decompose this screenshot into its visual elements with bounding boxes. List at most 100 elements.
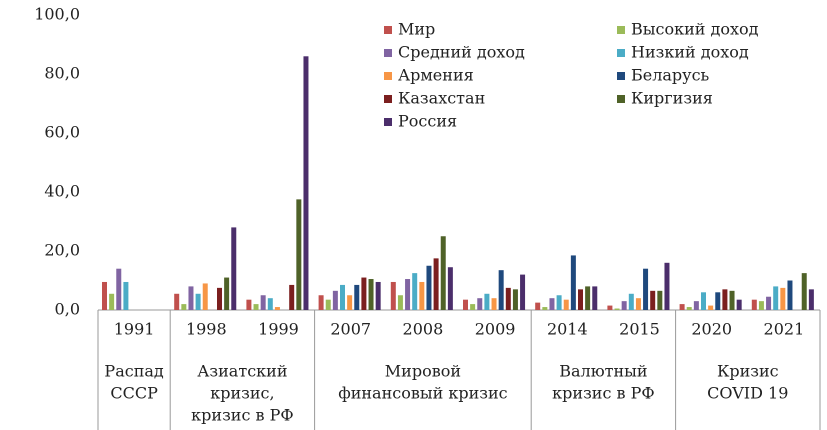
- bar: [664, 262, 670, 310]
- bar: [412, 273, 418, 310]
- x-tick-label: 2007: [330, 320, 371, 339]
- legend-swatch: [384, 26, 392, 34]
- legend-swatch: [384, 118, 392, 126]
- bar: [109, 293, 115, 310]
- legend-swatch: [384, 95, 392, 103]
- bar: [318, 295, 324, 310]
- bar: [570, 255, 576, 310]
- x-tick-label: 2009: [475, 320, 516, 339]
- x-tick-label: 2015: [619, 320, 660, 339]
- legend-label: Высокий доход: [631, 20, 759, 39]
- bar: [274, 307, 280, 310]
- group-label: Валютный: [559, 362, 647, 381]
- legend-label: Мир: [398, 20, 435, 39]
- group-label: финансовый кризис: [338, 384, 507, 403]
- bar: [224, 277, 230, 310]
- bar: [563, 299, 569, 310]
- bar: [375, 281, 381, 310]
- bar: [614, 308, 620, 310]
- bar: [188, 286, 194, 310]
- bar: [419, 281, 425, 310]
- bar: [195, 293, 201, 310]
- bar: [751, 299, 757, 310]
- legend-swatch: [617, 49, 625, 57]
- bar: [520, 274, 526, 310]
- bar: [484, 293, 490, 310]
- legend-label: Низкий доход: [631, 43, 749, 62]
- bar: [440, 236, 446, 310]
- bar: [491, 298, 497, 310]
- bar: [758, 301, 764, 310]
- bar: [708, 305, 714, 310]
- bar: [217, 287, 222, 310]
- x-tick-label: 2020: [691, 320, 732, 339]
- legend-label: Россия: [398, 112, 457, 131]
- bar: [701, 292, 706, 310]
- bar: [635, 298, 641, 310]
- legend-label: Средний доход: [398, 43, 525, 62]
- bar: [361, 277, 367, 310]
- group-label: Азиатский: [197, 362, 287, 381]
- legend-label: Армения: [398, 66, 474, 85]
- bar: [535, 302, 541, 310]
- bar: [679, 304, 685, 310]
- bar: [289, 284, 295, 310]
- legend-swatch: [617, 26, 625, 34]
- bar: [766, 296, 772, 310]
- bar: [267, 298, 273, 310]
- bar: [463, 299, 468, 310]
- x-tick-label: 2021: [764, 320, 805, 339]
- bar: [621, 301, 627, 310]
- y-tick-label: 100,0: [34, 5, 80, 24]
- bar: [722, 289, 728, 310]
- x-tick-label: 1991: [114, 320, 155, 339]
- y-tick-label: 40,0: [44, 182, 80, 201]
- legend-label: Беларусь: [631, 66, 710, 85]
- group-label: кризис в РФ: [552, 384, 654, 403]
- group-label: Мировой: [385, 362, 461, 381]
- bar: [556, 295, 562, 310]
- bar: [368, 279, 374, 310]
- bar: [447, 267, 453, 310]
- bar: [347, 295, 353, 310]
- bar: [693, 301, 699, 310]
- group-label: Распад: [104, 362, 163, 381]
- x-tick-label: 1999: [258, 320, 299, 339]
- bar: [231, 227, 237, 310]
- group-label: COVID 19: [707, 384, 788, 403]
- x-tick-label: 2014: [547, 320, 588, 339]
- bar: [512, 289, 518, 310]
- bar: [470, 304, 476, 310]
- group-label: кризис в РФ: [191, 406, 293, 425]
- bar: [578, 289, 583, 310]
- bar: [780, 287, 786, 310]
- bar: [397, 295, 403, 310]
- bar: [736, 299, 742, 310]
- bar: [325, 299, 331, 310]
- bar: [643, 268, 649, 310]
- bar: [123, 281, 129, 310]
- bar: [787, 280, 793, 310]
- bar: [729, 290, 735, 310]
- y-tick-label: 0,0: [55, 300, 80, 319]
- bar: [102, 281, 107, 310]
- x-tick-label: 2008: [403, 320, 444, 339]
- bar: [498, 270, 504, 310]
- bar: [477, 298, 483, 310]
- bar: [433, 258, 439, 310]
- group-label: Кризис: [717, 362, 779, 381]
- legend-swatch: [384, 72, 392, 80]
- bar: [592, 286, 598, 310]
- bar: [260, 295, 266, 310]
- bar: [801, 273, 807, 310]
- bar: [715, 292, 721, 310]
- y-tick-label: 20,0: [44, 241, 80, 260]
- bar: [174, 293, 180, 310]
- bar: [340, 284, 345, 310]
- group-label: кризис,: [210, 384, 274, 403]
- bar: [505, 287, 511, 310]
- bar: [808, 289, 814, 310]
- bar: [296, 199, 302, 310]
- bar: [650, 290, 656, 310]
